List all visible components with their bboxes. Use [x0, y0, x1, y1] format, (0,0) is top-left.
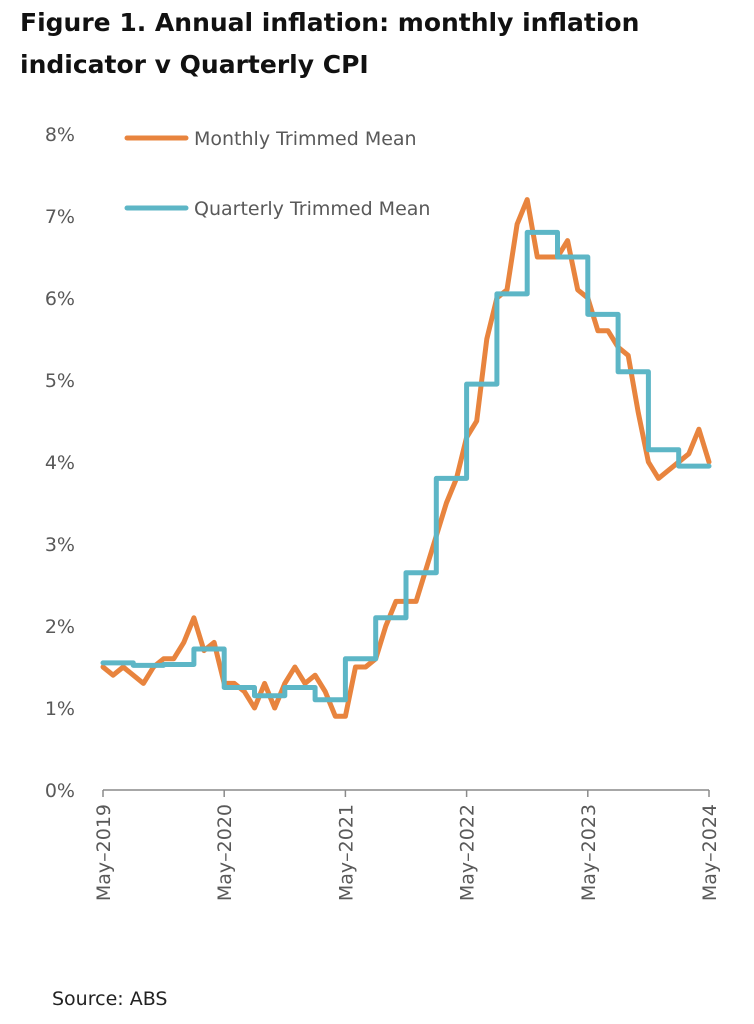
x-axis: May–2019 May–2020 May–2021 May–2022 May–2023… [93, 789, 721, 901]
series-line-quarterly [100, 229, 712, 703]
x-tick-label: May–2022 [457, 804, 479, 901]
series-line-monthly [100, 197, 712, 719]
legend: Monthly Trimmed Mean Quarterly Trimmed Me… [124, 128, 430, 220]
line-chart: 0%1%2%3%4%5%6%7%8% May–2019 May–2020 May–2… [45, 124, 721, 901]
x-tick-label: May–2019 [93, 804, 115, 901]
x-tick-label: May–2020 [214, 804, 236, 901]
y-tick-label: 7% [45, 206, 75, 228]
legend-label: Quarterly Trimmed Mean [194, 198, 430, 220]
x-tick-label: May–2023 [578, 804, 600, 901]
legend-label: Monthly Trimmed Mean [194, 128, 417, 150]
chart-title: Figure 1. Annual inflation: monthly infl… [20, 8, 640, 79]
y-tick-label: 8% [45, 124, 75, 146]
y-tick-label: 1% [45, 698, 75, 720]
series-layer [100, 197, 712, 719]
y-tick-label: 2% [45, 616, 75, 638]
y-tick-label: 3% [45, 534, 75, 556]
x-tick-label: May–2024 [699, 804, 721, 901]
y-tick-label: 5% [45, 370, 75, 392]
y-tick-label: 6% [45, 288, 75, 310]
source-note: Source: ABS [52, 988, 168, 1010]
y-axis: 0% 1% 2% 3% 4% 5% 6% 7% 8% [45, 124, 75, 802]
x-tick-label: May–2021 [335, 804, 357, 901]
y-tick-label: 0% [45, 780, 75, 802]
y-tick-label: 4% [45, 452, 75, 474]
